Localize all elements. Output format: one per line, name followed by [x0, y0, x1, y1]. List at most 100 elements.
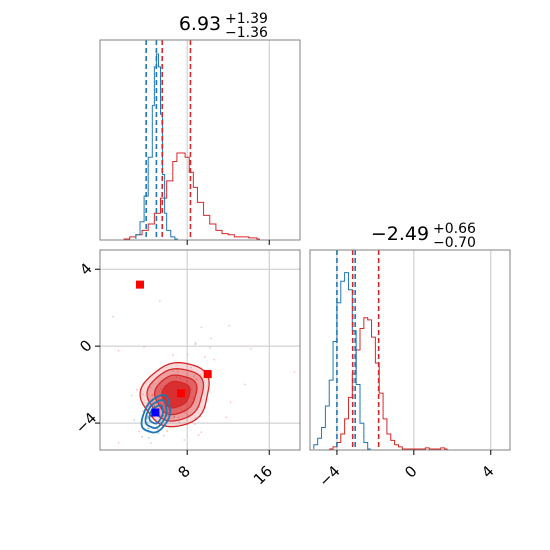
scatter-point-model-a — [153, 405, 156, 407]
scatter-point-model-b — [150, 442, 153, 444]
contour-model-a-level-1 — [144, 399, 168, 429]
scatter-point-model-b — [250, 347, 252, 350]
param1-histogram-model-b — [123, 152, 260, 240]
scatter-point-model-b — [183, 439, 186, 441]
joint-contours-model-a — [140, 394, 172, 434]
scatter-point-model-b — [189, 366, 192, 369]
scatter-point-model-a — [147, 437, 150, 439]
marginal-param2-frame — [309, 249, 511, 451]
joint-grid — [100, 250, 300, 450]
scatter-point-model-b — [176, 370, 179, 373]
scatter-point-model-b — [177, 416, 180, 419]
scatter-point-model-b — [151, 393, 154, 396]
scatter-point-model-b — [197, 434, 200, 436]
joint-y-tick-label-0: −4 — [72, 409, 100, 437]
scatter-point-model-b — [172, 370, 175, 372]
param2-x-tick-label-0: −4 — [315, 462, 343, 490]
marginal-param1-grid — [186, 40, 270, 240]
marginal-param1-tick-marks — [186, 240, 270, 245]
scatter-point-model-b — [143, 346, 146, 348]
scatter-point-model-b — [209, 346, 211, 349]
scatter-point-model-b — [210, 337, 213, 340]
marginal-param1-quantile-lines — [145, 40, 192, 240]
truth-marker-blue-0 — [151, 408, 160, 417]
joint-y-tick-label-2: 4 — [76, 259, 95, 278]
marginal-param1-frame — [99, 39, 301, 241]
marginal-param1-histograms — [123, 53, 260, 240]
scatter-point-model-b — [130, 394, 133, 397]
scatter-point-model-b — [195, 378, 198, 381]
scatter-point-model-b — [194, 417, 197, 419]
scatter-point-model-a — [148, 427, 150, 430]
scatter-point-model-a — [147, 416, 149, 419]
param2-x-tick-label-1: 0 — [401, 462, 420, 481]
scatter-point-model-b — [171, 354, 174, 356]
scatter-point-model-a — [178, 421, 181, 423]
scatter-point-model-b — [186, 412, 188, 415]
joint-contours-model-b — [139, 361, 210, 428]
scatter-point-model-b — [229, 401, 232, 404]
truth-marker-red-1 — [177, 389, 186, 398]
param2-title-plus: +0.66 — [433, 221, 476, 237]
param1-histogram-model-a — [135, 53, 178, 240]
scatter-point-model-a — [133, 419, 136, 421]
param1-title-plus: +1.39 — [225, 11, 268, 27]
scatter-point-model-b — [138, 430, 140, 433]
param2-title-median: −2.49 — [371, 223, 429, 245]
scatter-point-model-a — [147, 421, 150, 424]
scatter-point-model-b — [142, 393, 145, 396]
param1-title-median: 6.93 — [179, 13, 221, 35]
scatter-point-model-b — [193, 375, 195, 377]
scatter-point-model-a — [146, 415, 149, 418]
scatter-point-model-b — [183, 411, 186, 414]
scatter-point-model-b — [166, 430, 169, 433]
scatter-point-model-b — [225, 416, 228, 419]
param2-histogram-model-b — [329, 317, 448, 450]
scatter-point-model-b — [200, 431, 203, 434]
param1-title-minus: −1.36 — [225, 25, 268, 41]
param2-x-tick-label-2: 4 — [478, 462, 497, 481]
param1-title: 6.93 — [179, 13, 221, 35]
scatter-point-model-b — [244, 383, 246, 386]
scatter-point-model-b — [186, 353, 189, 356]
param2-title-minus: −0.70 — [433, 235, 476, 251]
scatter-point-model-a — [166, 414, 169, 417]
marginal-param2-tick-marks — [336, 450, 492, 455]
joint-truth-markers — [136, 280, 212, 417]
scatter-point-model-b — [203, 355, 206, 358]
joint-x-tick-label-1: 16 — [250, 462, 276, 488]
marginal-panel-param2: −4 0 4 — [309, 249, 511, 490]
scatter-point-model-b — [193, 423, 196, 425]
scatter-point-model-b — [117, 349, 120, 352]
joint-x-tick-labels: 8 16 — [175, 462, 277, 488]
scatter-point-model-b — [117, 441, 120, 444]
joint-y-tick-labels: −4 0 4 — [72, 259, 100, 437]
scatter-point-model-b — [293, 371, 296, 373]
contour-model-a-level-0 — [140, 394, 172, 434]
joint-x-tick-label-0: 8 — [175, 462, 194, 481]
marginal-param2-histograms — [313, 272, 448, 450]
marginal-param2-x-tick-labels: −4 0 4 — [315, 462, 497, 490]
joint-panel: −4 0 4 8 16 — [72, 249, 301, 488]
marginal-panel-param1 — [99, 39, 301, 245]
scatter-point-model-b — [159, 300, 161, 302]
scatter-point-model-b — [162, 434, 165, 437]
marginal-param2-quantile-lines — [336, 250, 380, 450]
contour-model-a-level-2 — [148, 404, 164, 425]
scatter-point-model-a — [157, 432, 160, 435]
joint-tick-marks — [95, 268, 270, 455]
joint-y-tick-label-1: 0 — [76, 336, 95, 355]
scatter-point-model-a — [173, 415, 176, 418]
scatter-point-model-a — [141, 435, 144, 438]
scatter-point-model-b — [194, 341, 197, 344]
param2-histogram-model-a — [313, 272, 371, 450]
scatter-point-model-b — [149, 386, 152, 389]
param2-title: −2.49 — [371, 223, 429, 245]
scatter-point-model-b — [213, 358, 216, 361]
scatter-point-model-b — [112, 315, 114, 318]
joint-frame — [99, 249, 301, 451]
scatter-point-model-b — [170, 417, 173, 420]
truth-marker-red-2 — [203, 370, 212, 379]
truth-marker-red-0 — [136, 280, 144, 289]
